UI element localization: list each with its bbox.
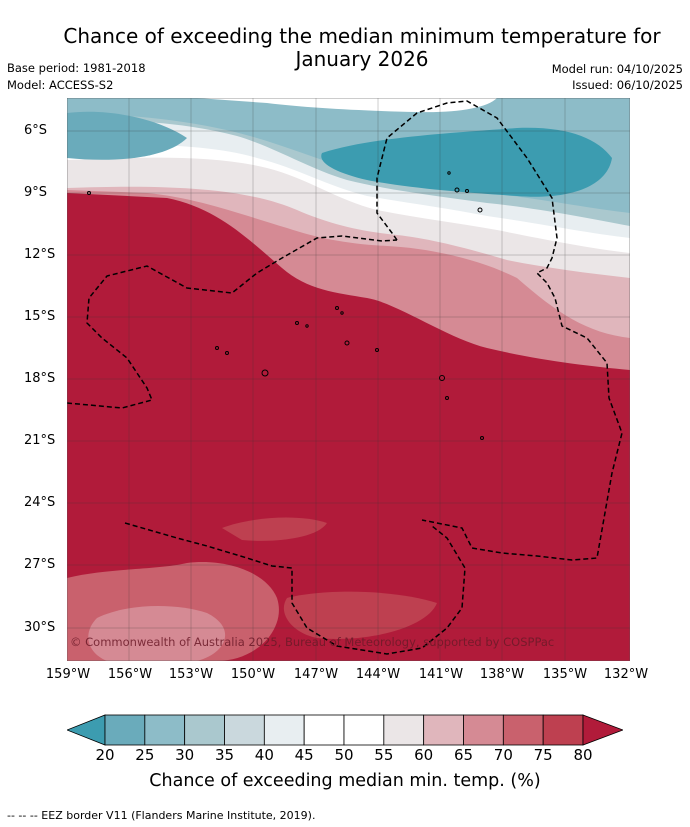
lat-label-27s: 27°S <box>24 557 56 572</box>
colorbar-tick-label: 50 <box>334 746 354 764</box>
colorbar-extend-high <box>582 714 623 746</box>
colorbar-cells <box>67 714 623 746</box>
copyright-notice: © Commonwealth of Australia 2025, Bureau… <box>70 635 554 649</box>
lon-label-141w: 141°W <box>418 667 464 682</box>
lon-label-135w: 135°W <box>542 667 588 682</box>
colorbar-tick-label: 55 <box>374 746 394 764</box>
colorbar-cell <box>542 714 584 746</box>
lon-label-132w: 132°W <box>603 667 649 682</box>
model-name: Model: ACCESS-S2 <box>7 78 114 92</box>
colorbar-cell <box>144 714 186 746</box>
colorbar-cell <box>303 714 345 746</box>
lat-label-6s: 6°S <box>24 123 48 138</box>
colorbar-cell <box>383 714 425 746</box>
colorbar-tick-label: 45 <box>294 746 314 764</box>
map-title-line1: Chance of exceeding the median minimum t… <box>63 24 661 48</box>
islands <box>87 171 484 440</box>
lon-label-150w: 150°W <box>230 667 276 682</box>
colorbar-tick-label: 25 <box>135 746 155 764</box>
colorbar-extend-low <box>67 714 106 746</box>
lon-label-159w: 159°W <box>45 667 91 682</box>
colorbar-tick-label: 65 <box>453 746 474 764</box>
base-period: Base period: 1981-2018 <box>7 61 146 75</box>
colorbar-tick-label: 40 <box>254 746 274 764</box>
model-run: Model run: 04/10/2025 <box>551 62 683 76</box>
map-title-line2: January 2026 <box>295 47 429 71</box>
lon-label-156w: 156°W <box>107 667 153 682</box>
lat-label-21s: 21°S <box>24 433 56 448</box>
lon-label-138w: 138°W <box>479 667 525 682</box>
colorbar-cell <box>463 714 504 746</box>
colorbar-cell <box>104 714 146 746</box>
lat-label-24s: 24°S <box>24 495 56 510</box>
eez-border-south <box>124 522 466 655</box>
probability-map: © Commonwealth of Australia 2025, Bureau… <box>67 98 630 661</box>
colorbar-cell <box>502 714 544 746</box>
band-20-25 <box>321 127 612 197</box>
lon-label-147w: 147°W <box>293 667 339 682</box>
graticule <box>67 98 630 661</box>
eez-border-north <box>376 100 623 561</box>
lat-label-15s: 15°S <box>24 309 56 324</box>
colorbar-tick-label: 75 <box>533 746 553 764</box>
colorbar-label: Chance of exceeding median min. temp. (%… <box>149 771 541 791</box>
colorbar-cell <box>343 714 385 746</box>
eez-border-cook-islands <box>67 235 398 409</box>
band-southwest-65 <box>88 606 226 661</box>
colorbar-cell <box>224 714 265 746</box>
colorbar <box>67 714 623 746</box>
colorbar-tick-label: 35 <box>214 746 235 764</box>
issued-date: Issued: 06/10/2025 <box>572 78 683 92</box>
band-20-25-west <box>67 111 187 160</box>
colorbar-tick-label: 60 <box>414 746 434 764</box>
colorbar-tick-label: 20 <box>95 746 115 764</box>
lat-label-30s: 30°S <box>24 620 56 635</box>
lat-label-9s: 9°S <box>24 185 48 200</box>
colorbar-tick-label: 70 <box>493 746 513 764</box>
blob-top-white <box>197 98 497 113</box>
colorbar-tick-label: 30 <box>175 746 195 764</box>
colorbar-cell <box>423 714 464 746</box>
eez-borders <box>67 100 623 655</box>
colorbar-cell <box>263 714 305 746</box>
lon-label-144w: 144°W <box>355 667 401 682</box>
lat-label-12s: 12°S <box>24 247 56 262</box>
colorbar-cell <box>184 714 225 746</box>
colorbar-tick-label: 80 <box>573 746 593 764</box>
eez-legend-note: -- -- -- EEZ border V11 (Flanders Marine… <box>7 809 316 822</box>
band-south-75 <box>283 591 437 639</box>
band-west-75 <box>222 517 327 541</box>
lon-label-153w: 153°W <box>168 667 214 682</box>
lat-label-18s: 18°S <box>24 371 56 386</box>
